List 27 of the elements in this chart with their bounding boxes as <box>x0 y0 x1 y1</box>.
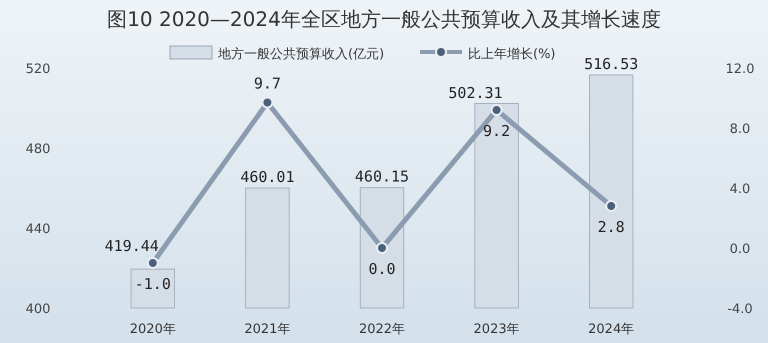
x-tick-label: 2024年 <box>588 322 634 337</box>
x-tick-label: 2021年 <box>244 322 290 337</box>
x-tick-label: 2023年 <box>474 322 520 337</box>
data-label: 0.0 <box>368 260 396 278</box>
legend-label: 比上年增长(%) <box>468 47 556 62</box>
data-label: 2.8 <box>598 218 625 236</box>
x-tick-label: 2020年 <box>130 322 176 337</box>
data-label: -1.0 <box>134 275 171 293</box>
data-label: 9.7 <box>254 74 281 92</box>
y2-tick-label: 8.0 <box>730 122 750 137</box>
y-tick-label: 440 <box>26 222 50 237</box>
data-label: 419.44 <box>104 237 159 255</box>
y-tick-label: 400 <box>26 302 50 317</box>
y-tick-label: 520 <box>26 62 50 77</box>
data-label: 460.01 <box>240 168 295 186</box>
data-label: 9.2 <box>483 122 510 140</box>
data-label: 502.31 <box>448 84 503 102</box>
y2-tick-label: 4.0 <box>730 182 750 197</box>
y2-tick-label: 12.0 <box>726 62 754 77</box>
chart-title: 图10 2020—2024年全区地方一般公共预算收入及其增长速度 <box>107 7 661 31</box>
y2-tick-label: 0.0 <box>730 242 750 257</box>
x-tick-label: 2022年 <box>358 322 406 337</box>
data-label: 460.15 <box>354 168 410 186</box>
y2-tick-label: -4.0 <box>727 302 753 317</box>
data-label: 516.53 <box>584 54 638 73</box>
legend-label: 地方一般公共预算收入(亿元) <box>217 46 384 62</box>
y-tick-label: 480 <box>26 142 50 157</box>
